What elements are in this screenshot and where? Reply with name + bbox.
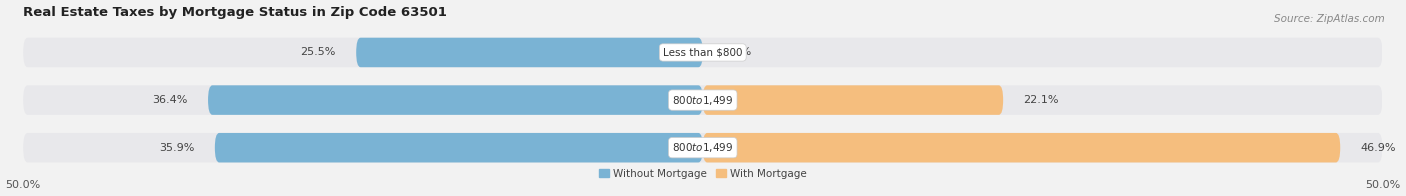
- FancyBboxPatch shape: [22, 133, 1382, 162]
- Text: $800 to $1,499: $800 to $1,499: [672, 141, 734, 154]
- Legend: Without Mortgage, With Mortgage: Without Mortgage, With Mortgage: [595, 165, 811, 183]
- FancyBboxPatch shape: [215, 133, 703, 162]
- Text: 46.9%: 46.9%: [1361, 143, 1396, 153]
- Text: Less than $800: Less than $800: [664, 47, 742, 57]
- Text: 35.9%: 35.9%: [159, 143, 194, 153]
- FancyBboxPatch shape: [703, 85, 1002, 115]
- FancyBboxPatch shape: [356, 38, 703, 67]
- Text: Source: ZipAtlas.com: Source: ZipAtlas.com: [1274, 14, 1385, 24]
- FancyBboxPatch shape: [703, 133, 1340, 162]
- Text: 0.0%: 0.0%: [723, 47, 751, 57]
- Text: $800 to $1,499: $800 to $1,499: [672, 93, 734, 107]
- Text: 25.5%: 25.5%: [301, 47, 336, 57]
- FancyBboxPatch shape: [22, 85, 1382, 115]
- Text: 36.4%: 36.4%: [152, 95, 187, 105]
- Text: Real Estate Taxes by Mortgage Status in Zip Code 63501: Real Estate Taxes by Mortgage Status in …: [22, 5, 447, 19]
- FancyBboxPatch shape: [208, 85, 703, 115]
- Text: 22.1%: 22.1%: [1024, 95, 1059, 105]
- FancyBboxPatch shape: [22, 38, 1382, 67]
